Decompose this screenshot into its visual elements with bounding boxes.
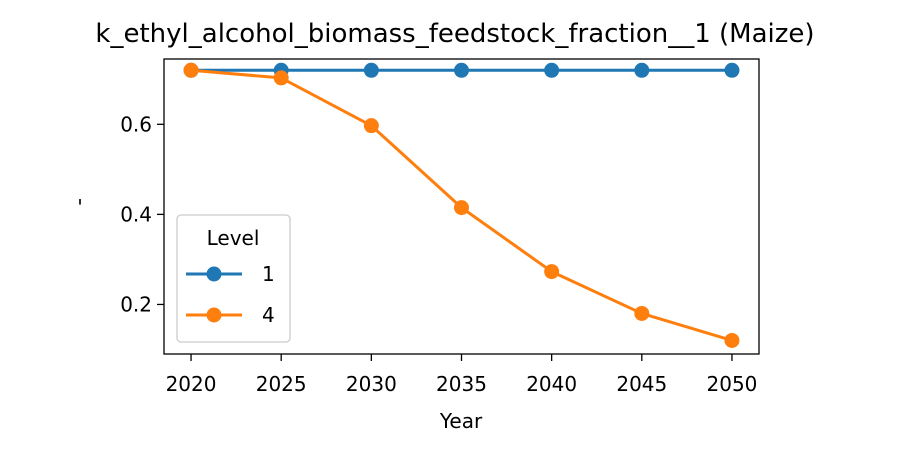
data-point [183, 62, 199, 78]
legend-entries: 14 [186, 262, 275, 327]
y-tick-label: 0.6 [120, 112, 152, 136]
legend-title: Level [207, 226, 260, 250]
data-point [454, 62, 469, 78]
x-tick-label: 2050 [707, 372, 758, 396]
data-point [363, 118, 379, 134]
data-point [724, 62, 740, 78]
series-4 [183, 62, 740, 348]
legend-item: 4 [186, 303, 275, 327]
x-axis-label: Year [439, 409, 483, 433]
data-point [724, 332, 740, 348]
data-point [634, 305, 650, 321]
x-tick-label: 2020 [166, 372, 217, 396]
legend-item: 1 [186, 262, 275, 286]
data-point [454, 200, 469, 216]
legend: Level 14 [176, 214, 291, 343]
data-point [273, 70, 289, 86]
chart-title: k_ethyl_alcohol_biomass_feedstock_fracti… [95, 19, 814, 49]
series-layer [183, 62, 740, 348]
data-point [363, 62, 379, 78]
legend-label: 4 [262, 303, 275, 327]
legend-marker [206, 266, 222, 282]
y-axis-label: ' [77, 195, 83, 219]
x-tick-label: 2045 [616, 372, 667, 396]
x-tick-label: 2030 [346, 372, 397, 396]
data-point [634, 62, 650, 78]
legend-marker [206, 307, 222, 323]
x-tick-label: 2035 [436, 372, 487, 396]
data-point [544, 62, 560, 78]
x-tick-label: 2040 [526, 372, 577, 396]
y-axis: 0.2 0.4 0.6 [120, 112, 164, 316]
legend-label: 1 [262, 262, 275, 286]
x-axis: 2020 2025 2030 2035 2040 2045 2050 [166, 354, 758, 396]
y-tick-label: 0.2 [120, 292, 152, 316]
legend-box [176, 214, 291, 343]
data-point [544, 264, 560, 280]
y-tick-label: 0.4 [120, 202, 152, 226]
x-tick-label: 2025 [256, 372, 307, 396]
